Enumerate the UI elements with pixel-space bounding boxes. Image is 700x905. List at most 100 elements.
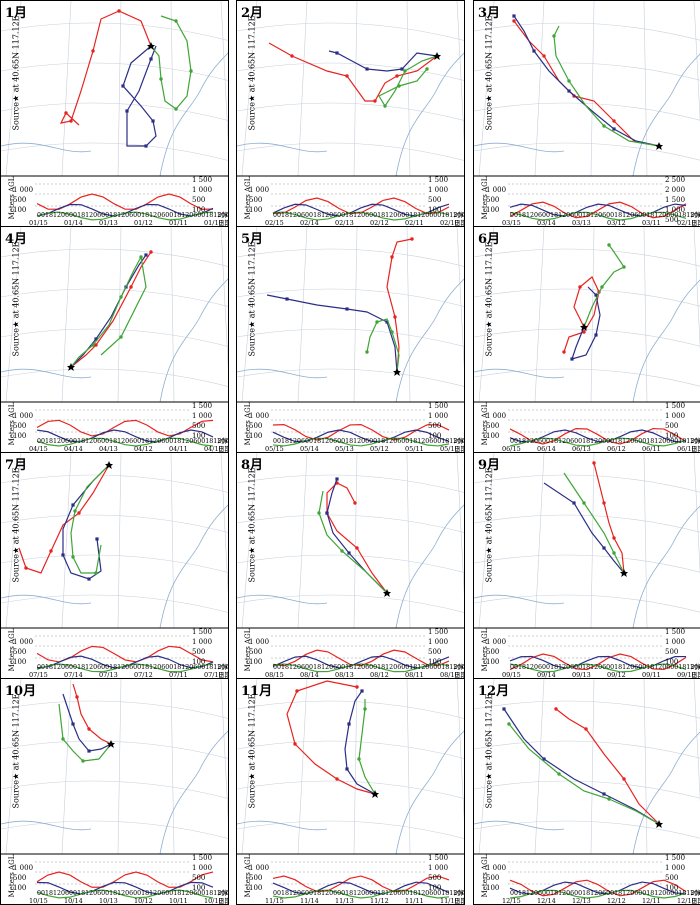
- date-tick-label: 08/14: [300, 671, 319, 679]
- date-tick-label: 11/15: [265, 897, 284, 905]
- date-tick-label: 12/12: [607, 897, 626, 905]
- agl-label: Meters AGL: [8, 854, 16, 898]
- trajectory-green-marker: [403, 69, 407, 73]
- longitude-gridline: [241, 1, 258, 177]
- left-tick-label: 500: [249, 196, 262, 204]
- trajectory-green-marker: [390, 330, 394, 334]
- date-tick-label: 12/11: [642, 897, 661, 905]
- latitude-gridline: [237, 594, 464, 613]
- longitude-gridline: [5, 1, 22, 177]
- longitude-gridline: [220, 1, 228, 143]
- source-star-icon: [580, 323, 588, 331]
- trajectory-green-marker: [607, 243, 611, 247]
- right-tick-label: 100: [665, 432, 678, 440]
- date-tick-label: 01/14: [64, 219, 83, 227]
- trajectory-green-marker: [159, 77, 163, 81]
- right-tick-label: 1 500: [665, 196, 685, 204]
- latitude-gridline: [1, 102, 228, 121]
- source-label: Source★ at 40.65N 117.12E: [11, 467, 21, 583]
- trajectory-red: [555, 708, 660, 825]
- coastline: [159, 730, 228, 855]
- trajectory-blue-marker: [61, 553, 65, 557]
- trajectory-green-marker: [365, 350, 369, 354]
- date-tick-label: 04/13: [99, 445, 118, 453]
- month-label: 11月: [241, 684, 273, 699]
- date-tick-label: 08/10: [440, 671, 459, 679]
- trajectory-red-marker: [390, 255, 394, 259]
- time-axis-label: 时间: [218, 662, 229, 671]
- right-tick-label: 100: [428, 884, 441, 892]
- border-line: [474, 820, 565, 831]
- right-tick-label: 100: [192, 432, 205, 440]
- border-line: [1, 820, 92, 831]
- altitude-green: [509, 663, 687, 673]
- source-label: Source★ at 40.65N 117.12E: [11, 241, 21, 357]
- agl-label: Meters AGL: [481, 628, 489, 672]
- date-tick-label: 03/12: [607, 219, 626, 227]
- trajectory-green-marker: [567, 79, 571, 83]
- latitude-gridline: [237, 102, 464, 121]
- time-axis-label: 时间: [218, 436, 229, 445]
- trajectory-blue-marker: [532, 49, 536, 53]
- left-tick-label: 500: [486, 874, 499, 882]
- right-tick-label: 100: [665, 658, 678, 666]
- coastline: [632, 53, 700, 177]
- date-tick-label: 04/14: [64, 445, 83, 453]
- trajectory-panel-9: 1 500 1 000 500 100 1 000 500 100 0018120600181…: [473, 452, 700, 679]
- left-tick-label: 500: [13, 874, 26, 882]
- longitude-gridline: [534, 1, 545, 177]
- date-tick-label: 09/14: [537, 671, 556, 679]
- left-tick-label: 1 000: [486, 186, 506, 194]
- agl-label: Meters AGL: [8, 176, 16, 220]
- right-tick-label: 100: [665, 884, 678, 892]
- agl-label: Meters AGL: [244, 402, 252, 446]
- right-tick-label: 500: [665, 874, 678, 882]
- hour-ticks: 0018120600181206001812060018120600181206…: [510, 890, 700, 897]
- month-label: 9月: [478, 458, 501, 473]
- date-tick-label: 04/15: [29, 445, 48, 453]
- left-tick-label: 100: [13, 432, 26, 440]
- trajectory-green-marker: [91, 343, 95, 347]
- trajectory-blue-marker: [602, 546, 606, 550]
- trajectory-red-marker: [295, 689, 299, 693]
- trajectory-blue-marker: [385, 320, 389, 324]
- left-tick-label: 100: [249, 884, 262, 892]
- latitude-gridline: [474, 368, 700, 387]
- trajectory-blue-marker: [71, 503, 75, 507]
- latitude-gridline: [1, 22, 228, 41]
- trajectory-blue-marker: [285, 297, 289, 301]
- trajectory-green-marker: [61, 737, 65, 741]
- date-tick-label: 04/11: [169, 445, 188, 453]
- longitude-gridline: [297, 227, 308, 403]
- source-label: Source★ at 40.65N 117.12E: [11, 693, 21, 809]
- trajectory-red-marker: [335, 777, 339, 781]
- left-tick-label: 1 000: [249, 864, 269, 872]
- coastline: [395, 504, 464, 629]
- date-tick-label: 11/12: [370, 897, 389, 905]
- trajectory-green-marker: [507, 722, 511, 726]
- right-tick-label: 100: [428, 432, 441, 440]
- trajectory-red-marker: [149, 250, 153, 254]
- hour-ticks: 0018120600181206001812060018120600181206…: [273, 438, 465, 445]
- left-tick-label: 500: [249, 422, 262, 430]
- trajectory-green-marker: [557, 772, 561, 776]
- date-tick-label: 09/10: [677, 671, 696, 679]
- trajectory-blue: [62, 693, 112, 752]
- date-tick-label: 06/14: [537, 445, 556, 453]
- month-label: 2月: [241, 6, 264, 21]
- time-axis-label: 时间: [454, 888, 465, 897]
- date-tick-label: 01/12: [134, 219, 153, 227]
- month-label: 7月: [5, 458, 28, 473]
- altitude-green: [36, 437, 214, 447]
- trajectory-blue: [503, 708, 660, 825]
- date-tick-label: 05/13: [335, 445, 354, 453]
- latitude-gridline: [1, 780, 228, 799]
- agl-label: Meters AGL: [244, 176, 252, 220]
- trajectory-blue-marker: [149, 57, 153, 61]
- trajectory-red-marker: [75, 695, 79, 699]
- trajectory-red-marker: [578, 285, 582, 289]
- left-tick-label: 1 000: [13, 864, 33, 872]
- border-line: [237, 368, 328, 379]
- left-tick-label: 1 000: [249, 412, 269, 420]
